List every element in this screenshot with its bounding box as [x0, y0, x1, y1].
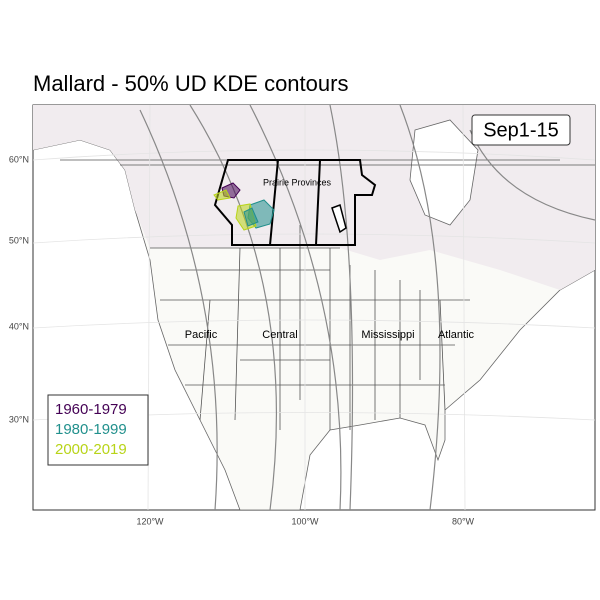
region-label: Atlantic: [438, 329, 475, 341]
region-label: Prairie Provinces: [263, 177, 332, 187]
lat-tick-label: 30°N: [9, 414, 29, 424]
graticule: [33, 105, 595, 510]
region-label: Central: [262, 329, 297, 341]
lake: [331, 204, 347, 234]
legend-entry: 1960-1979: [55, 401, 127, 418]
legend-box: [47, 394, 149, 466]
map-panel: Prairie Provinces Pacific Central Missis…: [32, 104, 596, 511]
lon-tick-label: 120°W: [136, 516, 164, 526]
lon-tick-label: 100°W: [291, 516, 319, 526]
panel-label: Sep1-15: [483, 119, 559, 141]
panel-label-box: [471, 114, 571, 146]
map-title: Mallard - 50% UD KDE contours: [33, 71, 348, 96]
axis-labels: 60°N 50°N 40°N 30°N 120°W 100°W 80°W: [9, 154, 475, 526]
lon-tick-label: 80°W: [452, 516, 475, 526]
region-label: Mississippi: [361, 329, 414, 341]
lat-tick-label: 50°N: [9, 235, 29, 245]
region-label: Pacific: [185, 329, 218, 341]
legend-entry: 1980-1999: [55, 421, 127, 438]
kde-contour-5: [243, 207, 259, 227]
legend-entry: 2000-2019: [55, 441, 127, 458]
lat-tick-label: 60°N: [9, 154, 29, 164]
prairie-provinces: [213, 159, 377, 246]
kde-contour-4: [213, 189, 231, 201]
lat-tick-label: 40°N: [9, 321, 29, 331]
flyway-boundaries: [139, 105, 595, 510]
